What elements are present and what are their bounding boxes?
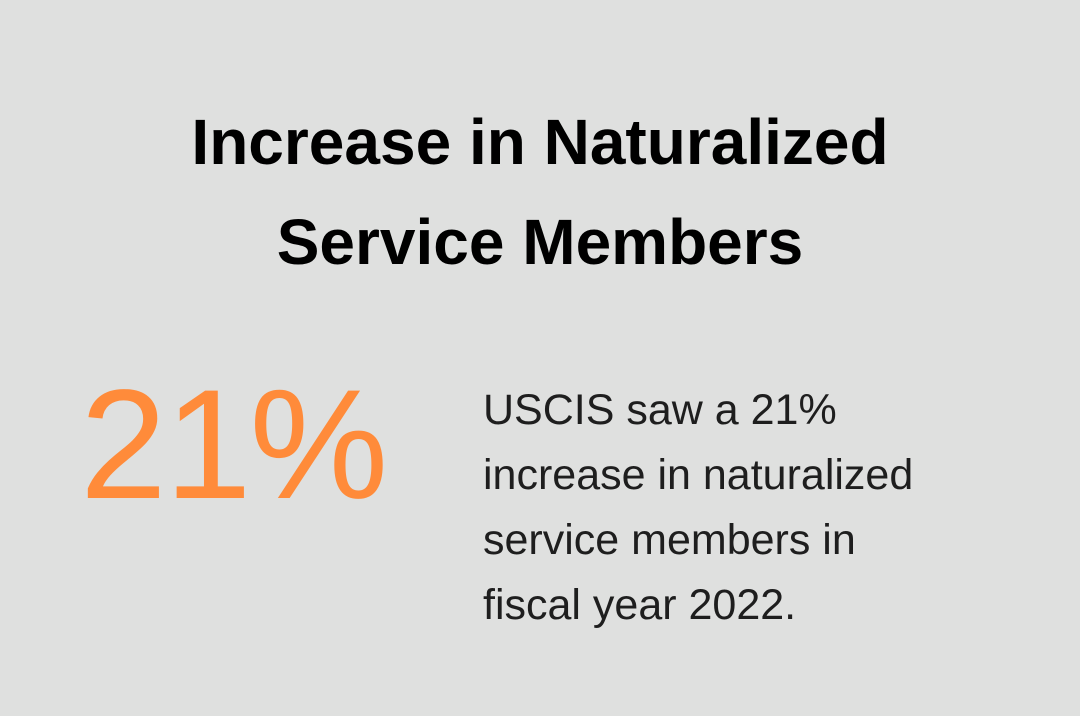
description-line-1: USCIS saw a 21% — [483, 386, 837, 434]
title-line-2: Service Members — [276, 206, 804, 278]
title-line-1: Increase in Naturalized — [191, 106, 889, 178]
description-line-4: fiscal year 2022. — [483, 581, 797, 629]
description-line-3: service members in — [483, 516, 856, 564]
stat-description: USCIS saw a 21% increase in naturalized … — [483, 378, 1043, 638]
page-title: Increase in Naturalized Service Members — [0, 92, 1080, 292]
description-line-2: increase in naturalized — [483, 451, 914, 499]
stat-value: 21% — [80, 358, 388, 532]
